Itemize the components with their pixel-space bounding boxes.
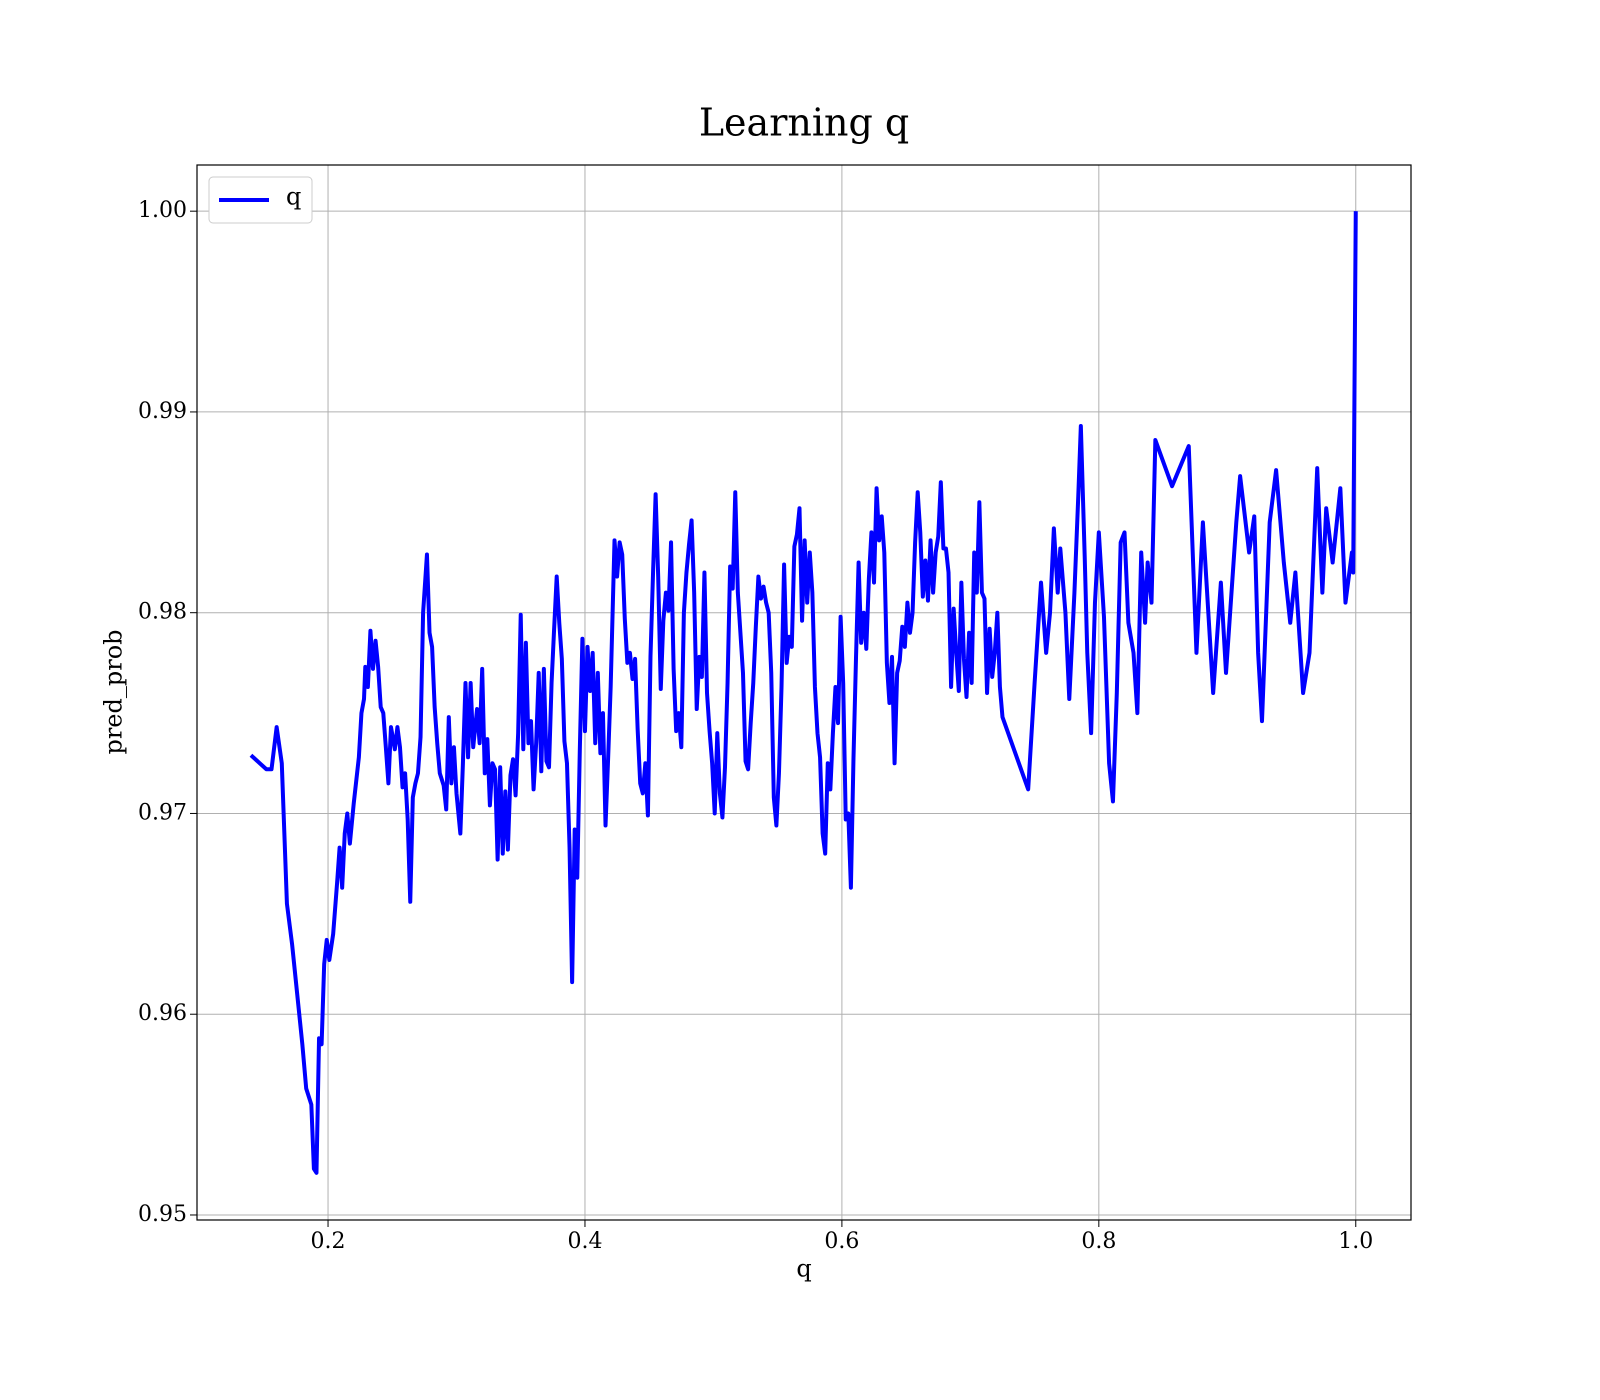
legend: q (208, 176, 313, 224)
y-tick-label: 0.97 (138, 800, 187, 825)
x-tick-label: 1.0 (1338, 1229, 1373, 1254)
plot-frame (196, 164, 1412, 1221)
x-tick-label: 0.8 (1081, 1229, 1116, 1254)
x-axis-label: q (796, 1255, 811, 1283)
chart-title: Learning q (699, 101, 909, 145)
y-tick-label: 0.98 (138, 600, 187, 625)
y-axis-label: pred_prob (100, 629, 128, 754)
y-tick-label: 0.96 (138, 1001, 187, 1026)
y-tick-label: 0.95 (138, 1202, 187, 1227)
x-tick-label: 0.6 (824, 1229, 859, 1254)
y-tick-label: 0.99 (138, 399, 187, 424)
y-tick-label: 1.00 (138, 198, 187, 223)
line-series (249, 211, 1358, 1175)
legend-label: q (286, 183, 301, 211)
x-tick-label: 0.4 (567, 1229, 602, 1254)
x-tick-label: 0.2 (311, 1229, 346, 1254)
